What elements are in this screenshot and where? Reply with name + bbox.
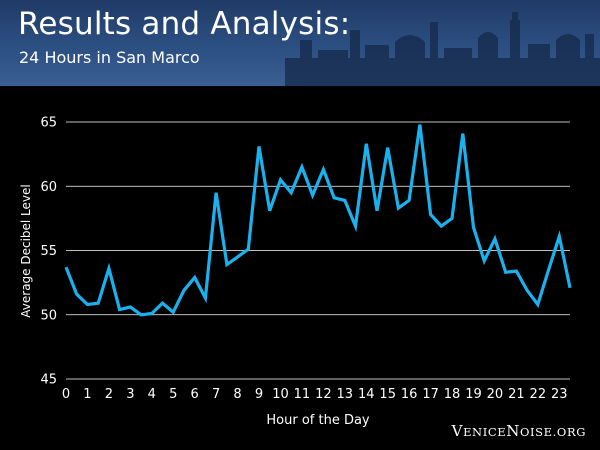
x-tick-label: 12 — [315, 387, 332, 402]
x-tick-label: 23 — [551, 387, 568, 402]
x-tick-labels: 0 1 2 3 4 5 6 7 8 9 10 11 12 13 14 15 16 17 18 19 20 21 22 23 — [62, 387, 568, 402]
x-tick-label: 13 — [337, 387, 354, 402]
x-tick-label: 1 — [83, 387, 91, 402]
x-tick-label: 9 — [255, 387, 263, 402]
x-tick-label: 15 — [379, 387, 396, 402]
x-tick-label: 0 — [62, 387, 70, 402]
brand-suffix: .ORG — [552, 425, 586, 439]
x-axis-label: Hour of the Day — [266, 413, 370, 428]
x-tick-label: 4 — [148, 387, 156, 402]
x-tick-label: 3 — [126, 387, 134, 402]
y-tick-label: 65 — [40, 116, 57, 131]
x-tick-label: 19 — [465, 387, 482, 402]
y-tick-labels: 45 50 55 60 65 — [40, 116, 57, 388]
x-tick-label: 14 — [358, 387, 375, 402]
venice-skyline-image — [285, 12, 600, 86]
gridlines — [66, 121, 570, 380]
x-tick-label: 16 — [401, 387, 418, 402]
x-tick-label: 2 — [105, 387, 113, 402]
y-axis-label: Average Decibel Level — [19, 184, 33, 317]
x-tick-label: 7 — [212, 387, 220, 402]
x-tick-label: 6 — [191, 387, 199, 402]
brand-logo-text: VENICENOISE.ORG — [452, 422, 586, 440]
x-tick-label: 22 — [530, 387, 547, 402]
y-tick-label: 60 — [40, 180, 57, 195]
x-tick-label: 21 — [508, 387, 525, 402]
y-tick-label: 50 — [40, 308, 57, 323]
x-tick-label: 18 — [444, 387, 461, 402]
x-tick-label: 11 — [294, 387, 311, 402]
header-banner: Results and Analysis: 24 Hours in San Ma… — [0, 0, 600, 86]
x-tick-label: 5 — [169, 387, 177, 402]
brand-second-rest: OISE — [520, 425, 553, 439]
x-tick-label: 17 — [422, 387, 439, 402]
y-tick-label: 55 — [40, 244, 57, 259]
brand-first-initial: V — [451, 422, 464, 440]
series-line — [64, 124, 572, 317]
page-subtitle: 24 Hours in San Marco — [19, 48, 200, 67]
y-tick-label: 45 — [40, 373, 57, 388]
brand-second-initial: N — [506, 422, 520, 440]
x-tick-label: 8 — [233, 387, 241, 402]
x-tick-label: 20 — [487, 387, 504, 402]
page-title: Results and Analysis: — [18, 6, 351, 42]
x-tick-label: 10 — [272, 387, 289, 402]
brand-first-rest: ENICE — [463, 425, 507, 439]
